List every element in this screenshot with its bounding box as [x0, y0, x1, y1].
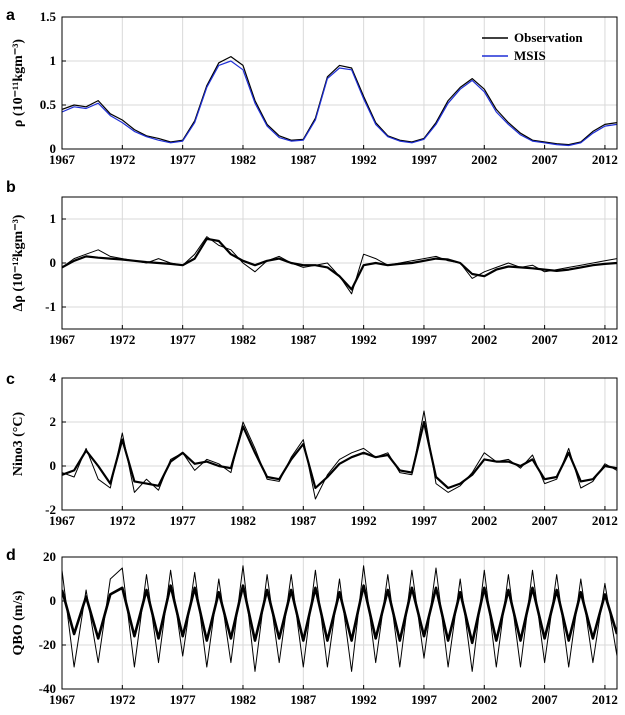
- x-tick-label: 1987: [290, 152, 317, 167]
- x-tick-label: 1987: [290, 332, 317, 347]
- panel-c-series: [62, 410, 617, 500]
- legend-observation: Observation: [514, 30, 583, 45]
- panel-a-ticks: 1967 1972 1977 1982 1987 1992 1997 2002 2007 2012…: [40, 9, 618, 167]
- panel-label-d: d: [6, 547, 16, 564]
- panel-c-grid: [61, 377, 617, 511]
- x-tick-label: 1967: [49, 152, 76, 167]
- x-tick-label: 1997: [411, 332, 438, 347]
- x-tick-label: 1982: [230, 513, 256, 528]
- y-tick-label: 0: [50, 141, 57, 156]
- y-tick-label: 1: [50, 211, 57, 226]
- legend-msis: MSIS: [514, 48, 546, 63]
- panel-c-ticks: 1967 1972 1977 1982 1987 1992 1997 2002 2007 2012…: [45, 370, 618, 528]
- panel-a-ylabel: ρ (10⁻¹¹kgm⁻³): [11, 39, 26, 127]
- y-tick-label: -40: [39, 681, 56, 696]
- series-line-raw: [62, 410, 617, 500]
- x-tick-label: 1982: [230, 692, 256, 707]
- panel-c: c 1967 1972 1977 1982 1987 1992 1997 2002 2007 20…: [6, 370, 618, 528]
- y-tick-label: -20: [39, 637, 56, 652]
- series-line-smoothed: [62, 584, 617, 645]
- x-tick-label: 2012: [592, 692, 618, 707]
- series-line-smoothed: [62, 420, 617, 490]
- panel-b-ticks: 1967 1972 1977 1982 1987 1992 1997 2002 2007 2012…: [45, 211, 618, 347]
- panel-b-ylabel: Δρ (10⁻¹²kgm⁻³): [11, 214, 26, 311]
- y-tick-label: 4: [50, 370, 57, 385]
- x-tick-label: 1992: [351, 332, 377, 347]
- x-tick-label: 1972: [109, 513, 135, 528]
- panel-c-ylabel: Nino3 (°C): [11, 412, 26, 477]
- y-tick-label: -2: [45, 502, 56, 517]
- y-tick-label: 20: [43, 549, 56, 564]
- panel-d: d 1967 1972 1977 1982 1987 1992 1997 2002 2007 20…: [6, 547, 618, 707]
- x-tick-label: 2007: [532, 513, 559, 528]
- x-tick-label: 1972: [109, 152, 135, 167]
- x-tick-label: 2002: [471, 332, 497, 347]
- x-tick-label: 1972: [109, 692, 135, 707]
- x-tick-label: 1992: [351, 513, 377, 528]
- x-tick-label: 1967: [49, 692, 76, 707]
- y-tick-label: 0: [50, 255, 57, 270]
- y-tick-label: 1.5: [40, 9, 57, 24]
- panel-b-series: [62, 236, 617, 295]
- panel-label-c: c: [6, 371, 15, 388]
- x-tick-label: 1977: [170, 513, 197, 528]
- panel-d-ylabel: QBO (m/s): [11, 590, 26, 655]
- series-line-msis: [62, 60, 617, 147]
- panel-label-b: b: [6, 179, 16, 196]
- panel-a-legend: Observation MSIS: [482, 30, 583, 63]
- panel-b: b 1967 1972 1977 1982 1987 1992 1997 2002 2007 20…: [6, 179, 618, 347]
- panel-d-ticks: 1967 1972 1977 1982 1987 1992 1997 2002 2007 2012…: [39, 549, 618, 707]
- panel-a: a 1967 1972 1977 1982 1987 1992 1997 2002 2007 20…: [6, 7, 618, 167]
- x-tick-label: 1977: [170, 692, 197, 707]
- x-tick-label: 1987: [290, 692, 317, 707]
- series-line-smoothed: [62, 237, 617, 291]
- panel-a-frame: [61, 16, 618, 150]
- x-tick-label: 1997: [411, 513, 438, 528]
- y-tick-label: 0: [50, 593, 57, 608]
- x-tick-label: 1987: [290, 513, 317, 528]
- x-tick-label: 1997: [411, 152, 438, 167]
- x-tick-label: 1972: [109, 332, 135, 347]
- x-tick-label: 1977: [170, 152, 197, 167]
- x-tick-label: 2002: [471, 692, 497, 707]
- x-tick-label: 2007: [532, 692, 559, 707]
- x-tick-label: 1982: [230, 332, 256, 347]
- panel-d-frame: [61, 556, 618, 690]
- x-tick-label: 2012: [592, 332, 618, 347]
- y-tick-label: 1: [50, 53, 57, 68]
- y-tick-label: 0.5: [40, 97, 57, 112]
- x-tick-label: 1967: [49, 332, 76, 347]
- series-line-raw: [62, 236, 617, 295]
- x-tick-label: 2012: [592, 513, 618, 528]
- x-tick-label: 1982: [230, 152, 256, 167]
- y-tick-label: 2: [50, 414, 57, 429]
- x-tick-label: 2007: [532, 332, 559, 347]
- panel-label-a: a: [6, 7, 15, 24]
- panel-c-frame: [61, 377, 618, 511]
- y-tick-label: 0: [50, 458, 57, 473]
- x-tick-label: 1992: [351, 692, 377, 707]
- series-line-raw: [62, 565, 617, 672]
- x-tick-label: 1992: [351, 152, 377, 167]
- panel-d-series: [62, 565, 617, 672]
- x-tick-label: 2007: [532, 152, 559, 167]
- x-tick-label: 1967: [49, 513, 76, 528]
- x-tick-label: 2012: [592, 152, 618, 167]
- x-tick-label: 2002: [471, 152, 497, 167]
- x-tick-label: 1977: [170, 332, 197, 347]
- panel-a-series: [62, 55, 617, 147]
- series-line-observation: [62, 55, 617, 146]
- x-tick-label: 2002: [471, 513, 497, 528]
- y-tick-label: -1: [45, 299, 56, 314]
- x-tick-label: 1997: [411, 692, 438, 707]
